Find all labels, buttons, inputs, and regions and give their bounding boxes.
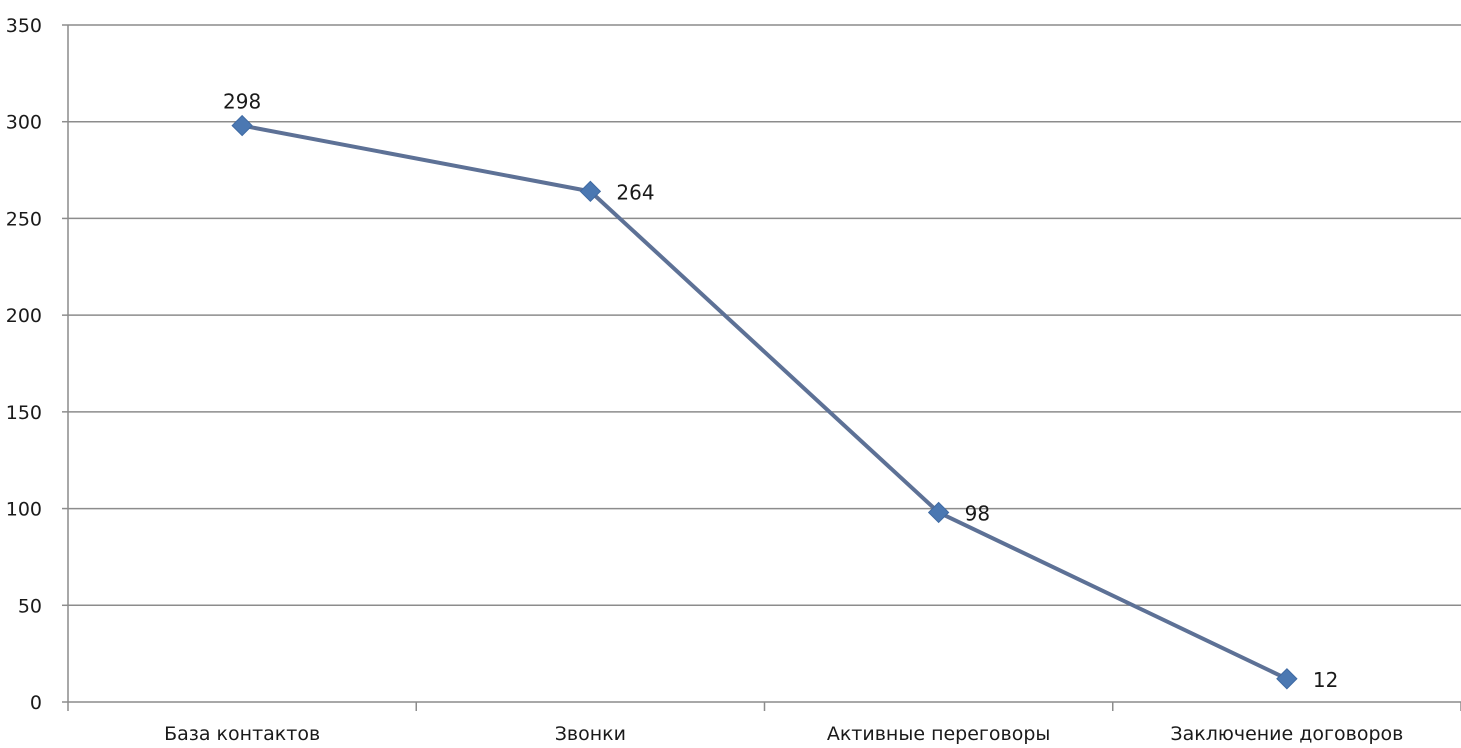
x-tick-label: Заключение договоров	[1170, 723, 1403, 745]
data-labels: 298 264 98 12	[223, 90, 1338, 692]
y-tick-label: 150	[6, 402, 42, 424]
x-tick-label: База контактов	[164, 723, 320, 745]
series	[231, 114, 1298, 690]
y-tick-labels: 0 50 100 150 200 250 300 350	[6, 15, 42, 714]
y-tick-label: 350	[6, 15, 42, 37]
data-label: 12	[1313, 668, 1338, 692]
y-tick-label: 0	[30, 692, 42, 714]
series-line	[241, 123, 1288, 681]
data-label: 264	[616, 180, 654, 204]
data-point-marker	[1276, 668, 1298, 690]
y-tick-label: 50	[18, 595, 42, 617]
x-tick-label: Звонки	[555, 723, 626, 745]
data-point-marker	[579, 180, 602, 203]
data-point-marker	[927, 501, 950, 524]
y-tick-label: 100	[6, 499, 42, 521]
y-tick-label: 300	[6, 112, 42, 134]
y-tick-label: 250	[6, 208, 42, 230]
x-tick-label: Активные переговоры	[827, 723, 1051, 745]
axes	[62, 24, 1461, 711]
data-point-marker	[231, 114, 253, 137]
data-label: 98	[965, 501, 990, 525]
data-label: 298	[223, 90, 261, 114]
y-tick-label: 200	[6, 305, 42, 327]
x-tick-labels: База контактов Звонки Активные переговоры З…	[164, 723, 1403, 745]
gridlines	[68, 24, 1461, 607]
